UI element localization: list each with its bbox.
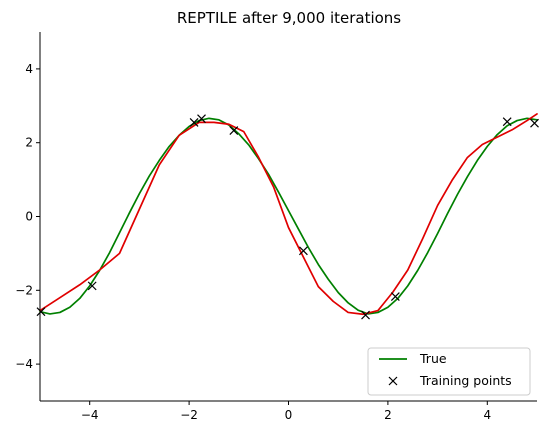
training-point-marker xyxy=(229,126,239,135)
x-tick-label: 4 xyxy=(483,408,491,422)
legend: True Training points xyxy=(367,347,531,396)
x-tick-label: 0 xyxy=(285,408,293,422)
y-tick-label: 2 xyxy=(25,136,33,150)
true-function-line xyxy=(39,117,538,315)
training-point-marker xyxy=(530,118,539,128)
y-tick-label: 0 xyxy=(25,210,33,224)
x-tick-label: 2 xyxy=(384,408,392,422)
training-point-marker xyxy=(390,292,400,301)
legend-true-label: True xyxy=(419,351,447,366)
training-point-marker xyxy=(189,117,199,127)
training-point-marker xyxy=(197,114,206,124)
legend-training-marker xyxy=(388,376,398,386)
x-tick-label: −2 xyxy=(180,408,198,422)
x-axis-ticks: −4 −2 0 2 4 xyxy=(81,401,491,422)
legend-training-label: Training points xyxy=(419,373,512,388)
y-axis-ticks: −4 −2 0 2 4 xyxy=(15,62,40,371)
training-point-marker xyxy=(502,117,512,127)
plot-area xyxy=(36,113,539,320)
y-tick-label: −2 xyxy=(15,283,33,297)
training-point-marker xyxy=(36,307,46,317)
training-point-marker xyxy=(87,281,97,291)
y-tick-label: 4 xyxy=(25,62,33,76)
chart-title: REPTILE after 9,000 iterations xyxy=(177,9,401,27)
training-point-marker xyxy=(298,246,308,256)
x-tick-label: −4 xyxy=(81,408,99,422)
legend-box xyxy=(367,347,531,396)
y-tick-label: −4 xyxy=(15,357,33,371)
model-prediction-line xyxy=(39,113,538,316)
training-point-marker xyxy=(361,310,370,320)
